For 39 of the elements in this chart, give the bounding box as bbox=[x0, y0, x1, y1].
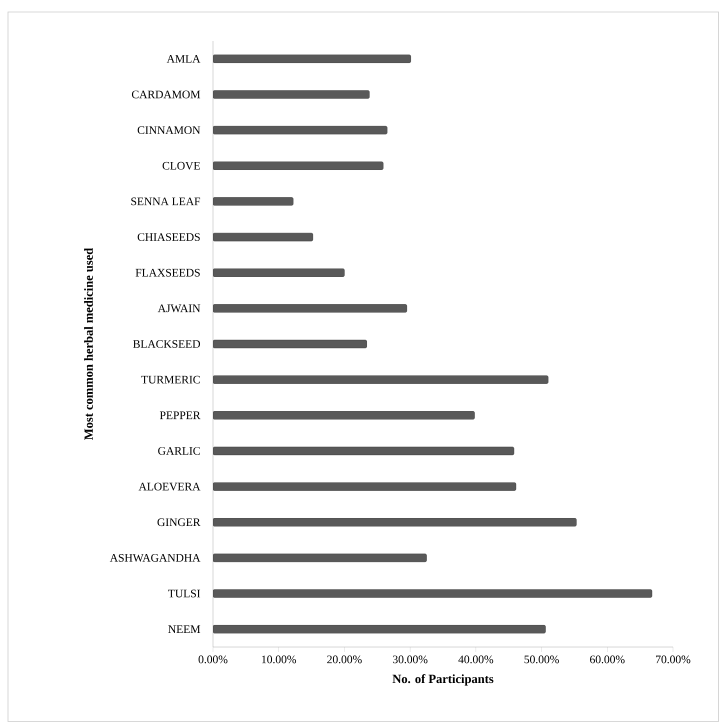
y-axis-title: Most common herbal medicine used bbox=[84, 248, 93, 440]
y-tick-label: ALOEVERA bbox=[138, 482, 200, 490]
x-tick-label: 10.00% bbox=[262, 656, 296, 664]
y-tick-label: CLOVE bbox=[162, 162, 200, 170]
bar bbox=[213, 411, 475, 420]
bar bbox=[213, 554, 427, 562]
y-tick-label: NEEM bbox=[168, 625, 200, 633]
x-axis-title: No. of Participants bbox=[392, 674, 494, 686]
x-tick-label: 0.00% bbox=[198, 656, 228, 664]
bar bbox=[213, 126, 388, 134]
bar bbox=[213, 54, 412, 64]
x-tick-label: 40.00% bbox=[458, 656, 494, 664]
x-tick-label: 70.00% bbox=[656, 656, 690, 664]
y-tick-label: BLACKSEED bbox=[133, 340, 200, 348]
bar bbox=[213, 268, 345, 277]
y-tick-label: CHIASEEDS bbox=[138, 233, 200, 241]
y-tick-label: TURMERIC bbox=[141, 376, 200, 384]
y-tick-label: GINGER bbox=[158, 518, 200, 526]
y-tick-label: AMLA bbox=[166, 55, 200, 63]
y-tick-label: CARDAMOM bbox=[132, 90, 200, 98]
y-tick-label: PEPPER bbox=[160, 412, 200, 420]
bar bbox=[213, 162, 384, 170]
bar bbox=[213, 482, 516, 491]
bar bbox=[213, 304, 408, 313]
bar bbox=[213, 624, 546, 634]
x-tick-label: 50.00% bbox=[524, 656, 559, 664]
y-tick-label: FLAXSEEDS bbox=[136, 268, 200, 277]
y-tick-label: TULSI bbox=[168, 590, 200, 598]
x-tick-label: 60.00% bbox=[590, 656, 625, 664]
bar bbox=[213, 375, 548, 384]
y-tick-label: CINNAMON bbox=[138, 126, 200, 134]
y-tick-label: GARLIC bbox=[158, 447, 200, 455]
y-tick-label: ASHWAGANDHA bbox=[110, 554, 200, 562]
y-tick-label: SENNA LEAF bbox=[131, 198, 200, 206]
x-tick-label: 30.00% bbox=[392, 656, 428, 664]
bar bbox=[213, 197, 294, 206]
y-tick-label: AJWAIN bbox=[158, 304, 200, 312]
bar bbox=[213, 518, 577, 526]
x-tick-label: 20.00% bbox=[327, 656, 362, 664]
